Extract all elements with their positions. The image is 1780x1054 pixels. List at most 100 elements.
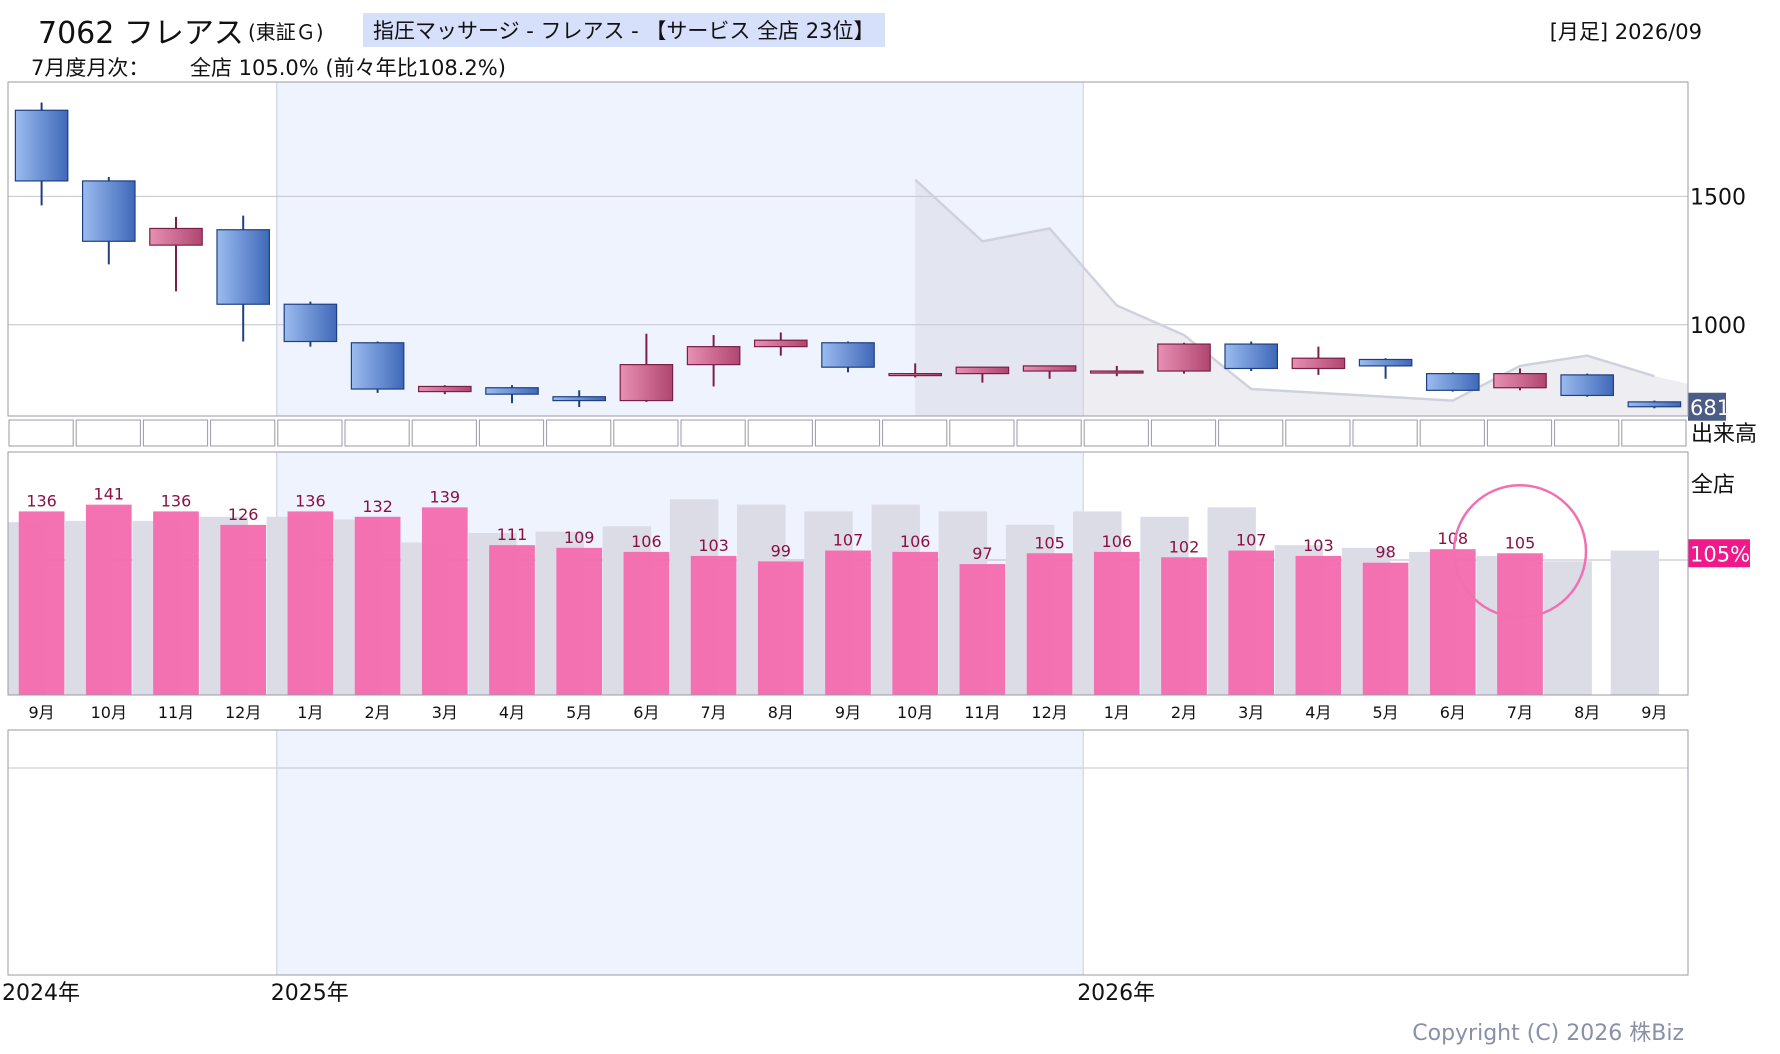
month-tick-label: 4月 bbox=[499, 703, 525, 722]
candle-body bbox=[1425, 373, 1480, 391]
candle-body bbox=[149, 227, 203, 246]
month-tick-label: 12月 bbox=[1031, 703, 1067, 722]
volume-cell bbox=[1218, 419, 1284, 447]
sales-value-label: 132 bbox=[362, 497, 393, 516]
industry-tag[interactable]: 指圧マッサージ - フレアス - 【サービス 全店 23位】 bbox=[363, 13, 885, 47]
sales-value-label: 106 bbox=[1102, 532, 1133, 551]
sales-bar bbox=[1362, 562, 1409, 695]
month-tick-label: 10月 bbox=[897, 703, 933, 722]
month-tick-label: 4月 bbox=[1305, 703, 1331, 722]
month-tick-label: 3月 bbox=[432, 703, 458, 722]
sales-bar bbox=[354, 516, 401, 695]
sales-value-label: 108 bbox=[1438, 529, 1469, 548]
sales-value-label: 102 bbox=[1169, 537, 1200, 556]
sales-value-label: 126 bbox=[228, 505, 259, 524]
last-price-label: 681 bbox=[1690, 396, 1730, 420]
volume-cell bbox=[1352, 419, 1418, 447]
market-label: (東証Ｇ) bbox=[248, 20, 324, 44]
month-tick-label: 6月 bbox=[633, 703, 659, 722]
candle-body bbox=[1627, 401, 1682, 408]
year-shade-2 bbox=[276, 730, 1084, 975]
panel-frame-1 bbox=[7, 451, 1689, 696]
candle-body bbox=[1022, 365, 1077, 372]
volume-cell bbox=[1285, 419, 1351, 447]
candle-body bbox=[753, 339, 808, 348]
prev-year-bar bbox=[1610, 550, 1660, 695]
sales-bar bbox=[892, 551, 939, 695]
sales-value-label: 98 bbox=[1375, 543, 1395, 562]
month-tick-label: 9月 bbox=[1641, 703, 1667, 722]
volume-cell bbox=[478, 419, 545, 447]
sales-bar bbox=[690, 555, 737, 695]
month-tick-label: 2月 bbox=[1171, 703, 1197, 722]
volume-cell bbox=[142, 419, 209, 447]
sales-panel-title: 全店 bbox=[1691, 473, 1735, 498]
panel-frame-2 bbox=[7, 729, 1689, 976]
sales-bar bbox=[85, 504, 132, 695]
volume-cell bbox=[1621, 419, 1687, 447]
volume-cell bbox=[949, 419, 1015, 447]
volume-cell bbox=[1083, 419, 1149, 447]
volume-cell bbox=[546, 419, 612, 447]
candle-body bbox=[14, 109, 69, 182]
sales-bar bbox=[287, 511, 334, 695]
month-tick-label: 6月 bbox=[1440, 703, 1466, 722]
sales-bar bbox=[1429, 549, 1476, 695]
reference-line bbox=[914, 178, 1655, 402]
sales-bar bbox=[1497, 553, 1543, 695]
sales-bar bbox=[1228, 550, 1275, 695]
candle-body bbox=[1358, 358, 1413, 367]
sales-bar bbox=[489, 545, 535, 695]
prev-year-bar bbox=[1543, 561, 1592, 695]
sales-value-label: 136 bbox=[295, 491, 326, 510]
candle-body bbox=[888, 373, 943, 377]
candle-body bbox=[1089, 370, 1144, 374]
volume-cell bbox=[1016, 419, 1082, 447]
sales-value-label: 103 bbox=[698, 536, 729, 555]
sales-value-label: 111 bbox=[497, 525, 528, 544]
volume-cell bbox=[747, 419, 813, 447]
period-label: [月足] 2026/09 bbox=[1549, 20, 1702, 44]
candle-body bbox=[350, 342, 405, 390]
month-tick-label: 7月 bbox=[1507, 703, 1533, 722]
sales-value-label: 136 bbox=[26, 491, 57, 510]
sales-bar bbox=[153, 511, 199, 695]
volume-cell bbox=[8, 419, 74, 447]
sales-bar bbox=[1026, 553, 1073, 695]
candle-body bbox=[1560, 374, 1615, 397]
current-pct-badge bbox=[1688, 539, 1750, 568]
sales-bar bbox=[220, 524, 267, 695]
volume-cell bbox=[1486, 419, 1553, 447]
volume-cell bbox=[613, 419, 679, 447]
price-tick-label: 1500 bbox=[1690, 185, 1746, 210]
year-label: 2026年 bbox=[1077, 981, 1155, 1006]
sales-bar bbox=[757, 561, 804, 695]
month-tick-label: 11月 bbox=[964, 703, 1000, 722]
candle-body bbox=[1291, 357, 1346, 370]
sales-bar bbox=[18, 511, 65, 695]
sales-value-label: 99 bbox=[771, 541, 791, 560]
year-label: 2025年 bbox=[271, 981, 349, 1006]
sales-value-label: 136 bbox=[161, 491, 192, 510]
volume-label: 出来高 bbox=[1691, 422, 1757, 447]
month-tick-label: 1月 bbox=[1104, 703, 1130, 722]
sales-bar bbox=[959, 564, 1006, 695]
year-shade-0 bbox=[276, 82, 1084, 416]
monthly-value: 全店 105.0% (前々年比108.2%) bbox=[190, 56, 506, 80]
sales-value-label: 106 bbox=[631, 532, 662, 551]
sales-value-label: 109 bbox=[564, 528, 595, 547]
volume-cell bbox=[1419, 419, 1485, 447]
monthly-label: 7月度月次： bbox=[31, 56, 150, 80]
month-tick-label: 10月 bbox=[91, 703, 127, 722]
volume-cell bbox=[75, 419, 141, 447]
month-tick-label: 2月 bbox=[365, 703, 391, 722]
year-label: 2024年 bbox=[2, 981, 80, 1006]
candle-body bbox=[552, 396, 607, 402]
candle-body bbox=[283, 303, 338, 343]
candle-body bbox=[1493, 373, 1547, 389]
panel-frame-0 bbox=[7, 81, 1689, 417]
last-price-badge bbox=[1688, 392, 1726, 421]
highlight-circle bbox=[1452, 484, 1588, 619]
month-tick-label: 3月 bbox=[1238, 703, 1264, 722]
